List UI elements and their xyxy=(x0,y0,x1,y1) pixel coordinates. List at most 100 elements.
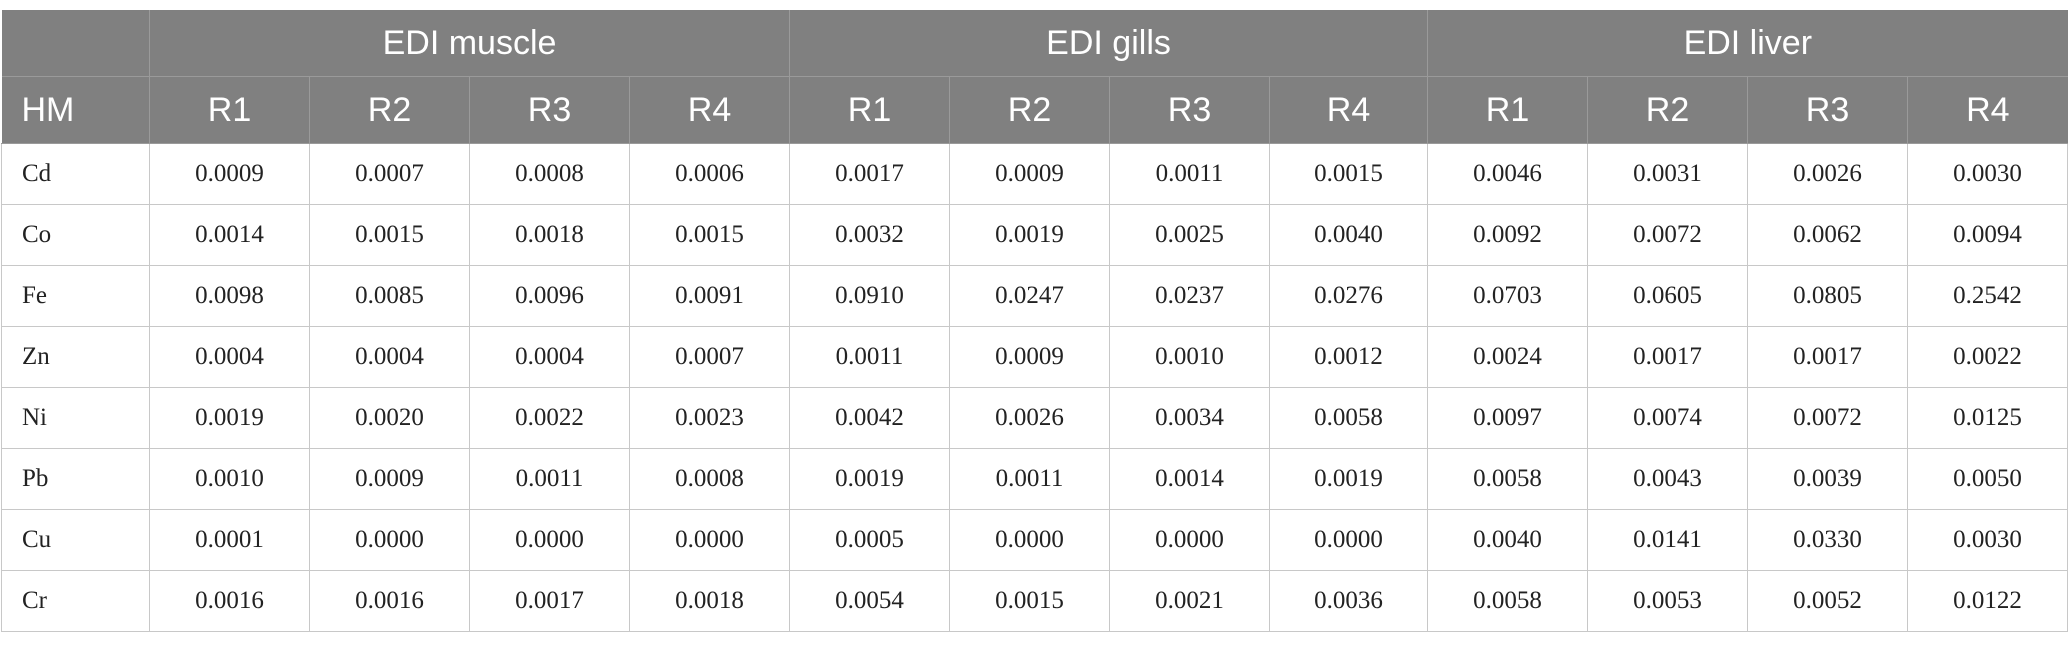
table-body: Cd 0.0009 0.0007 0.0008 0.0006 0.0017 0.0009 0.… xyxy=(1,143,2068,632)
value-cell: 0.0010 xyxy=(1109,326,1271,388)
table-row: Cr 0.0016 0.0016 0.0017 0.0018 0.0054 0.0015 0.… xyxy=(1,570,2068,632)
column-header: R4 xyxy=(1269,76,1428,144)
value-cell: 0.0007 xyxy=(628,326,791,388)
value-cell: 0.0054 xyxy=(789,570,951,632)
value-cell: 0.0042 xyxy=(789,387,951,449)
element-cell: Co xyxy=(1,204,150,266)
group-header-row: EDI muscle EDI gills EDI liver xyxy=(1,10,2068,77)
column-header: R1 xyxy=(149,76,310,144)
empty-corner-cell xyxy=(1,10,150,77)
table-row: Cu 0.0001 0.0000 0.0000 0.0000 0.0005 0.0000 0.… xyxy=(1,509,2068,571)
column-header: R1 xyxy=(1427,76,1588,144)
value-cell: 0.0019 xyxy=(789,448,951,510)
table-row: Cd 0.0009 0.0007 0.0008 0.0006 0.0017 0.0009 0.… xyxy=(1,143,2068,205)
value-cell: 0.0021 xyxy=(1109,570,1271,632)
element-cell: Fe xyxy=(1,265,150,327)
value-cell: 0.0000 xyxy=(1269,509,1429,571)
value-cell: 0.0058 xyxy=(1427,448,1589,510)
value-cell: 0.0009 xyxy=(949,326,1111,388)
value-cell: 0.0605 xyxy=(1587,265,1749,327)
value-cell: 0.0072 xyxy=(1747,387,1909,449)
value-cell: 0.0058 xyxy=(1427,570,1589,632)
table-row: Ni 0.0019 0.0020 0.0022 0.0023 0.0042 0.0026 0.… xyxy=(1,387,2068,449)
value-cell: 0.0018 xyxy=(469,204,630,266)
value-cell: 0.0053 xyxy=(1587,570,1749,632)
column-header: R1 xyxy=(789,76,950,144)
value-cell: 0.0025 xyxy=(1109,204,1271,266)
value-cell: 0.0004 xyxy=(469,326,630,388)
element-cell: Ni xyxy=(1,387,150,449)
value-cell: 0.0023 xyxy=(628,387,791,449)
value-cell: 0.0276 xyxy=(1269,265,1429,327)
value-cell: 0.0046 xyxy=(1427,143,1589,205)
column-header: R4 xyxy=(1907,76,2068,144)
column-header: R3 xyxy=(469,76,630,144)
value-cell: 0.0000 xyxy=(628,509,791,571)
value-cell: 0.0010 xyxy=(149,448,310,510)
value-cell: 0.0000 xyxy=(469,509,630,571)
element-cell: Cr xyxy=(1,570,150,632)
value-cell: 0.0040 xyxy=(1269,204,1429,266)
value-cell: 0.0030 xyxy=(1907,509,2068,571)
value-cell: 0.0011 xyxy=(949,448,1111,510)
value-cell: 0.0039 xyxy=(1747,448,1909,510)
value-cell: 0.0011 xyxy=(1109,143,1271,205)
column-header: R4 xyxy=(628,76,790,144)
column-header-hm: HM xyxy=(1,76,150,144)
value-cell: 0.0017 xyxy=(469,570,630,632)
column-header: R3 xyxy=(1747,76,1908,144)
value-cell: 0.0091 xyxy=(628,265,791,327)
value-cell: 0.0015 xyxy=(949,570,1111,632)
value-cell: 0.0022 xyxy=(469,387,630,449)
value-cell: 0.0012 xyxy=(1269,326,1429,388)
edi-table: EDI muscle EDI gills EDI liver HM R1 R2 … xyxy=(1,10,2068,632)
value-cell: 0.0016 xyxy=(309,570,470,632)
value-cell: 0.0026 xyxy=(1747,143,1909,205)
table-row: Pb 0.0010 0.0009 0.0011 0.0008 0.0019 0.0011 0.… xyxy=(1,448,2068,510)
element-cell: Cu xyxy=(1,509,150,571)
value-cell: 0.0019 xyxy=(1269,448,1429,510)
value-cell: 0.0024 xyxy=(1427,326,1589,388)
element-cell: Zn xyxy=(1,326,150,388)
value-cell: 0.0098 xyxy=(149,265,310,327)
value-cell: 0.0237 xyxy=(1109,265,1271,327)
value-cell: 0.0015 xyxy=(1269,143,1429,205)
column-header-row: HM R1 R2 R3 R4 R1 R2 R3 R4 R1 R2 R3 R4 xyxy=(1,76,2068,144)
value-cell: 0.0000 xyxy=(1109,509,1271,571)
value-cell: 0.0096 xyxy=(469,265,630,327)
value-cell: 0.0058 xyxy=(1269,387,1429,449)
value-cell: 0.0122 xyxy=(1907,570,2068,632)
value-cell: 0.0043 xyxy=(1587,448,1749,510)
value-cell: 0.0016 xyxy=(149,570,310,632)
column-header: R2 xyxy=(949,76,1110,144)
value-cell: 0.0006 xyxy=(628,143,791,205)
group-header-liver: EDI liver xyxy=(1427,10,2068,77)
value-cell: 0.0022 xyxy=(1907,326,2068,388)
table-row: Co 0.0014 0.0015 0.0018 0.0015 0.0032 0.0019 0.… xyxy=(1,204,2068,266)
value-cell: 0.0050 xyxy=(1907,448,2068,510)
value-cell: 0.0097 xyxy=(1427,387,1589,449)
value-cell: 0.0040 xyxy=(1427,509,1589,571)
value-cell: 0.0085 xyxy=(309,265,470,327)
value-cell: 0.0009 xyxy=(949,143,1111,205)
value-cell: 0.0001 xyxy=(149,509,310,571)
value-cell: 0.2542 xyxy=(1907,265,2068,327)
value-cell: 0.0034 xyxy=(1109,387,1271,449)
value-cell: 0.0092 xyxy=(1427,204,1589,266)
element-cell: Pb xyxy=(1,448,150,510)
group-header-gills: EDI gills xyxy=(789,10,1428,77)
value-cell: 0.0017 xyxy=(789,143,951,205)
value-cell: 0.0026 xyxy=(949,387,1111,449)
value-cell: 0.0007 xyxy=(309,143,470,205)
value-cell: 0.0017 xyxy=(1587,326,1749,388)
value-cell: 0.0125 xyxy=(1907,387,2068,449)
value-cell: 0.0008 xyxy=(469,143,630,205)
column-header: R2 xyxy=(1587,76,1748,144)
value-cell: 0.0014 xyxy=(1109,448,1271,510)
value-cell: 0.0703 xyxy=(1427,265,1589,327)
value-cell: 0.0018 xyxy=(628,570,791,632)
value-cell: 0.0019 xyxy=(149,387,310,449)
value-cell: 0.0330 xyxy=(1747,509,1909,571)
column-header: R3 xyxy=(1109,76,1270,144)
value-cell: 0.0000 xyxy=(309,509,470,571)
